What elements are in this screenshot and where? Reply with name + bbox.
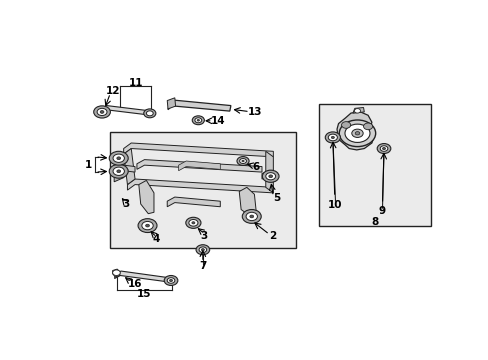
Text: 1: 1 — [85, 159, 92, 170]
Circle shape — [169, 279, 172, 282]
Polygon shape — [352, 108, 364, 113]
Text: 11: 11 — [128, 78, 142, 89]
Circle shape — [195, 118, 202, 123]
Text: 14: 14 — [210, 116, 225, 126]
Circle shape — [94, 106, 110, 118]
Text: 3: 3 — [201, 231, 207, 241]
Polygon shape — [116, 165, 135, 175]
Circle shape — [245, 212, 257, 221]
Circle shape — [138, 219, 157, 233]
Circle shape — [376, 144, 390, 153]
Circle shape — [112, 270, 120, 275]
Text: 3: 3 — [122, 199, 129, 209]
Text: 9: 9 — [378, 207, 385, 216]
Circle shape — [380, 146, 387, 151]
Text: 7: 7 — [199, 261, 206, 271]
Circle shape — [145, 224, 149, 227]
Circle shape — [382, 148, 385, 150]
Circle shape — [109, 164, 128, 178]
Polygon shape — [112, 269, 120, 277]
Polygon shape — [239, 187, 256, 215]
Circle shape — [113, 167, 124, 175]
Circle shape — [117, 170, 121, 173]
Circle shape — [268, 175, 272, 177]
Polygon shape — [265, 151, 273, 193]
Circle shape — [354, 132, 359, 135]
Circle shape — [192, 116, 204, 125]
Circle shape — [327, 134, 337, 141]
Text: 15: 15 — [137, 288, 151, 298]
Circle shape — [239, 158, 246, 163]
Text: 2: 2 — [268, 231, 276, 242]
Text: 5: 5 — [272, 193, 280, 203]
Circle shape — [331, 136, 334, 139]
Bar — [110, 132, 296, 248]
Polygon shape — [100, 105, 152, 115]
Bar — [318, 104, 430, 226]
Circle shape — [363, 123, 372, 130]
Circle shape — [100, 111, 104, 113]
Circle shape — [185, 217, 201, 228]
Circle shape — [113, 154, 124, 162]
Circle shape — [97, 108, 107, 116]
Polygon shape — [123, 143, 273, 157]
Polygon shape — [139, 180, 154, 214]
Circle shape — [146, 111, 153, 116]
Circle shape — [249, 215, 253, 218]
Circle shape — [109, 151, 128, 165]
Circle shape — [197, 120, 199, 121]
Polygon shape — [137, 159, 262, 172]
Circle shape — [143, 109, 156, 118]
Circle shape — [354, 109, 360, 113]
Text: 8: 8 — [370, 217, 378, 227]
Circle shape — [188, 220, 198, 226]
Circle shape — [325, 132, 340, 143]
Text: 6: 6 — [252, 162, 260, 172]
Circle shape — [167, 278, 175, 283]
Polygon shape — [127, 179, 273, 193]
Circle shape — [164, 275, 178, 285]
Circle shape — [262, 170, 279, 183]
Polygon shape — [123, 149, 135, 185]
Circle shape — [196, 245, 209, 255]
Polygon shape — [336, 112, 373, 150]
Circle shape — [265, 173, 275, 180]
Circle shape — [199, 247, 206, 252]
Circle shape — [341, 122, 350, 128]
Text: 13: 13 — [248, 107, 262, 117]
Polygon shape — [114, 161, 123, 182]
Circle shape — [201, 249, 204, 251]
Circle shape — [191, 222, 195, 224]
Text: 10: 10 — [327, 199, 341, 210]
Circle shape — [237, 157, 248, 166]
Circle shape — [351, 129, 363, 138]
Polygon shape — [168, 100, 230, 111]
Text: 16: 16 — [127, 279, 142, 289]
Circle shape — [242, 160, 244, 162]
Circle shape — [117, 157, 121, 159]
Circle shape — [242, 210, 261, 223]
Circle shape — [142, 221, 153, 230]
Polygon shape — [167, 197, 220, 207]
Polygon shape — [262, 171, 277, 179]
Text: 4: 4 — [153, 234, 160, 244]
Circle shape — [344, 124, 369, 143]
Polygon shape — [178, 161, 220, 171]
Circle shape — [339, 120, 375, 147]
Polygon shape — [114, 271, 173, 283]
Text: 12: 12 — [106, 86, 121, 96]
Polygon shape — [167, 98, 175, 109]
